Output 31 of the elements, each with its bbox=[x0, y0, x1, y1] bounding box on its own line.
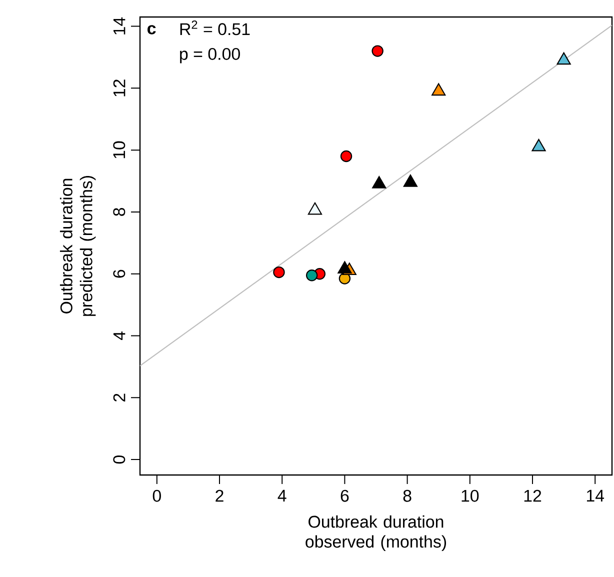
y-tick-label: 6 bbox=[113, 270, 126, 278]
x-tick-label: 14 bbox=[586, 490, 604, 502]
y-tick-label: 2 bbox=[113, 394, 126, 402]
x-axis-title: Outbreak duration observed (months) bbox=[306, 515, 446, 552]
x-tick-label: 0 bbox=[152, 490, 161, 502]
y-tick-label: 4 bbox=[114, 332, 126, 340]
point bbox=[432, 83, 446, 96]
y-tick-label: 12 bbox=[113, 80, 126, 96]
y-axis-title: Outbreak duration predicted (months) bbox=[60, 176, 96, 316]
point bbox=[338, 261, 352, 274]
annotation: c bbox=[148, 25, 156, 34]
point bbox=[532, 138, 546, 152]
x-tick-label: 4 bbox=[278, 490, 286, 502]
y-tick-label: 10 bbox=[113, 141, 126, 158]
annotation: R$^{2}$ = 0.51 bbox=[180, 20, 250, 36]
point bbox=[556, 52, 571, 65]
y-tick-label: 8 bbox=[113, 208, 126, 216]
x-tick-label: 12 bbox=[524, 490, 542, 502]
point bbox=[403, 174, 418, 187]
point bbox=[372, 176, 386, 188]
annotation: p = 0.00 bbox=[180, 48, 240, 64]
x-tick-label: 8 bbox=[403, 490, 412, 502]
x-tick-label: 10 bbox=[462, 490, 479, 502]
point bbox=[306, 270, 318, 282]
x-tick-label: 2 bbox=[216, 490, 224, 502]
point bbox=[340, 150, 352, 162]
point bbox=[273, 266, 285, 278]
y-tick-label: 0 bbox=[113, 455, 126, 464]
point bbox=[308, 202, 322, 215]
y-tick-label: 14 bbox=[114, 17, 126, 34]
x-tick-label: 6 bbox=[340, 490, 349, 502]
